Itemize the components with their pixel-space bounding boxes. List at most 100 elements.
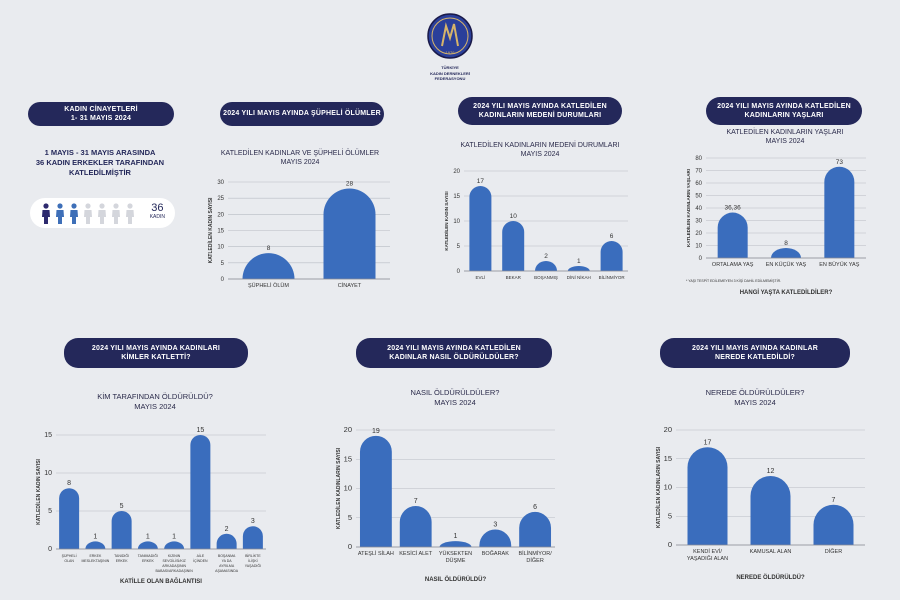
- bar: [519, 511, 552, 547]
- pill-medeni-durum-line-1: 2024 YILI MAYIS AYINDA KATLEDİLEN: [473, 102, 607, 110]
- chart-nasil: 0 5 10 15 20 KATLEDİLEN KADINLARIN SAYISI 19 AT…: [335, 425, 555, 583]
- pill-kimler-line-1: 2024 YILI MAYIS AYINDA KADINLARI: [91, 344, 221, 352]
- y-tick-label: 10: [695, 244, 702, 250]
- summary-line-1: 1 MAYIS - 31 MAYIS ARASINDA: [44, 148, 156, 157]
- y-tick-label: 5: [348, 513, 352, 522]
- x-axis-label: HANGİ YAŞTA KATLEDİLDİLER?: [740, 289, 833, 296]
- chart-title-nasil-line-1: NASIL ÖLDÜRÜLDÜLER?: [410, 388, 500, 397]
- federation-logo-emblem: 1976: [427, 13, 473, 59]
- bar: [59, 488, 80, 549]
- pill-supheli-olumler-text: 2024 YILI MAYIS AYINDA ŞÜPHELİ ÖLÜMLER: [223, 110, 381, 118]
- bar: [717, 212, 748, 258]
- bar: [687, 447, 728, 545]
- x-tick-label: YAŞADIĞI ALAN: [687, 555, 728, 562]
- logo-line-1: TÜRKİYE: [441, 65, 459, 70]
- logo-line-2: KADIN DERNEKLERİ: [430, 70, 470, 76]
- chart-title-nasil: NASIL ÖLDÜRÜLDÜLER? MAYIS 2024: [360, 388, 550, 408]
- person-icon: [42, 203, 50, 224]
- bar: [439, 541, 472, 547]
- x-tick-label: BOŞANMA: [218, 554, 236, 558]
- data-label: 17: [704, 439, 712, 446]
- data-label: 7: [832, 497, 836, 504]
- data-label: 8: [267, 245, 271, 252]
- bar: [399, 506, 432, 547]
- data-label: 8: [784, 240, 788, 247]
- y-tick-label: 0: [48, 546, 52, 553]
- summary-line-2: 36 KADIN ERKEKLER TARAFINDAN: [35, 158, 165, 168]
- summary-count-number: 36: [151, 202, 164, 214]
- chart-title-medeni-line-2: MAYIS 2024: [520, 151, 560, 159]
- x-tick-label: CİNAYET: [338, 282, 362, 289]
- x-tick-label: BABASI/ARKADAŞININ: [155, 569, 193, 573]
- bar: [567, 266, 590, 271]
- footnote: * YAŞI TESPİT EDİLEMEYEN 3 KİŞİ DAHİL ED…: [686, 278, 781, 283]
- x-tick-label: ŞÜPHELİ: [62, 553, 77, 558]
- y-tick-label: 5: [221, 261, 225, 267]
- y-tick-label: 30: [217, 180, 224, 186]
- y-tick-label: 0: [457, 269, 461, 275]
- pill-kadin-cinayetleri: KADIN CİNAYETLERİ 1- 31 MAYIS 2024: [28, 102, 174, 126]
- x-tick-label: DÜŞME: [446, 557, 466, 564]
- data-label: 2: [225, 526, 229, 533]
- logo-year: 1976: [446, 50, 456, 55]
- y-axis-label: KATLEDİLEN KADINLARIN SAYISI: [335, 447, 342, 529]
- y-tick-label: 0: [348, 542, 352, 551]
- x-tick-label: AİLE: [197, 553, 205, 558]
- logo-line-3: FEDERASYONU: [434, 76, 466, 82]
- y-tick-label: 5: [48, 508, 52, 515]
- x-tick-label: BİRLİKTE: [245, 553, 261, 558]
- data-label: 28: [346, 180, 354, 187]
- x-axis-label: NEREDE ÖLDÜRÜLDÜ?: [736, 574, 805, 581]
- chart-title-kimler: KİM TARAFINDAN ÖLDÜRÜLDÜ? MAYIS 2024: [60, 392, 250, 412]
- data-label: 1: [172, 533, 176, 540]
- pill-medeni-durum-line-2: KADINLARIN MEDENİ DURUMLARI: [478, 112, 602, 119]
- chart-title-nerede-line-2: MAYIS 2024: [734, 398, 776, 408]
- y-tick-label: 5: [668, 511, 672, 520]
- pill-nerede-line-1: 2024 YILI MAYIS AYINDA KADINLAR: [691, 344, 818, 352]
- y-tick-label: 25: [217, 196, 224, 202]
- y-tick-label: 10: [453, 219, 460, 225]
- x-tick-label: OLAN: [64, 559, 74, 563]
- data-label: 19: [372, 428, 380, 435]
- bar: [469, 186, 492, 271]
- chart-title-supheli-line-2: MAYIS 2024: [280, 159, 320, 167]
- y-axis-label: KATLEDİLEN KADINLARIN SAYISI: [655, 446, 662, 528]
- summary-count-label: KADIN: [149, 214, 165, 220]
- x-tick-label: ARKADAŞININ: [162, 564, 186, 568]
- y-axis-label: KATLEDİLEN KADINLARIN YAŞLARI: [685, 169, 691, 247]
- pill-kadin-cinayetleri-line-2: 1- 31 MAYIS 2024: [70, 115, 132, 122]
- chart-title-yas-line-1: KATLEDİLEN KADINLARIN YAŞLARI: [726, 129, 844, 136]
- bar: [190, 435, 211, 549]
- y-tick-label: 20: [453, 169, 460, 175]
- pill-yaslar-line-2: KADINLARIN YAŞLARI: [744, 112, 824, 119]
- x-tick-label: BOŞANMIŞ: [534, 275, 558, 280]
- data-label: 3: [251, 518, 255, 525]
- chart-title-nerede-line-1: NEREDE ÖLDÜRÜLDÜLER?: [705, 388, 805, 397]
- bar: [242, 526, 263, 549]
- summary-line-3: KATLEDİLMİŞTİR: [69, 168, 131, 178]
- bar: [813, 504, 854, 545]
- pill-nerede-line-2: NEREDE KATLEDİLDİ?: [714, 354, 796, 361]
- x-tick-label: ERKEK: [142, 559, 155, 563]
- chart-medeni: 0 5 10 15 20 KATLEDİLEN KADIN SAYISI 17 EVLİ 10 B…: [443, 169, 628, 280]
- pill-kadin-cinayetleri-line-1: KADIN CİNAYETLERİ: [64, 105, 138, 113]
- y-tick-label: 30: [695, 219, 702, 225]
- bar: [479, 529, 512, 547]
- y-tick-label: 0: [699, 256, 703, 262]
- data-label: 36,36: [725, 205, 742, 212]
- data-label: 15: [196, 427, 204, 434]
- chart-title-supheli: KATLEDİLEN KADINLAR VE ŞÜPHELİ ÖLÜMLER M…: [205, 149, 395, 168]
- data-label: 7: [414, 498, 418, 505]
- y-tick-label: 15: [453, 194, 460, 200]
- y-tick-label: 50: [695, 194, 702, 200]
- bar: [502, 221, 525, 271]
- bar: [216, 533, 237, 549]
- bar: [535, 261, 557, 271]
- x-tick-label: DİĞER: [825, 548, 842, 555]
- data-label: 10: [510, 213, 518, 220]
- data-label: 1: [93, 533, 97, 540]
- y-tick-label: 0: [221, 277, 225, 283]
- bar: [600, 241, 623, 271]
- x-tick-label: TANIMADIĞI: [138, 553, 158, 558]
